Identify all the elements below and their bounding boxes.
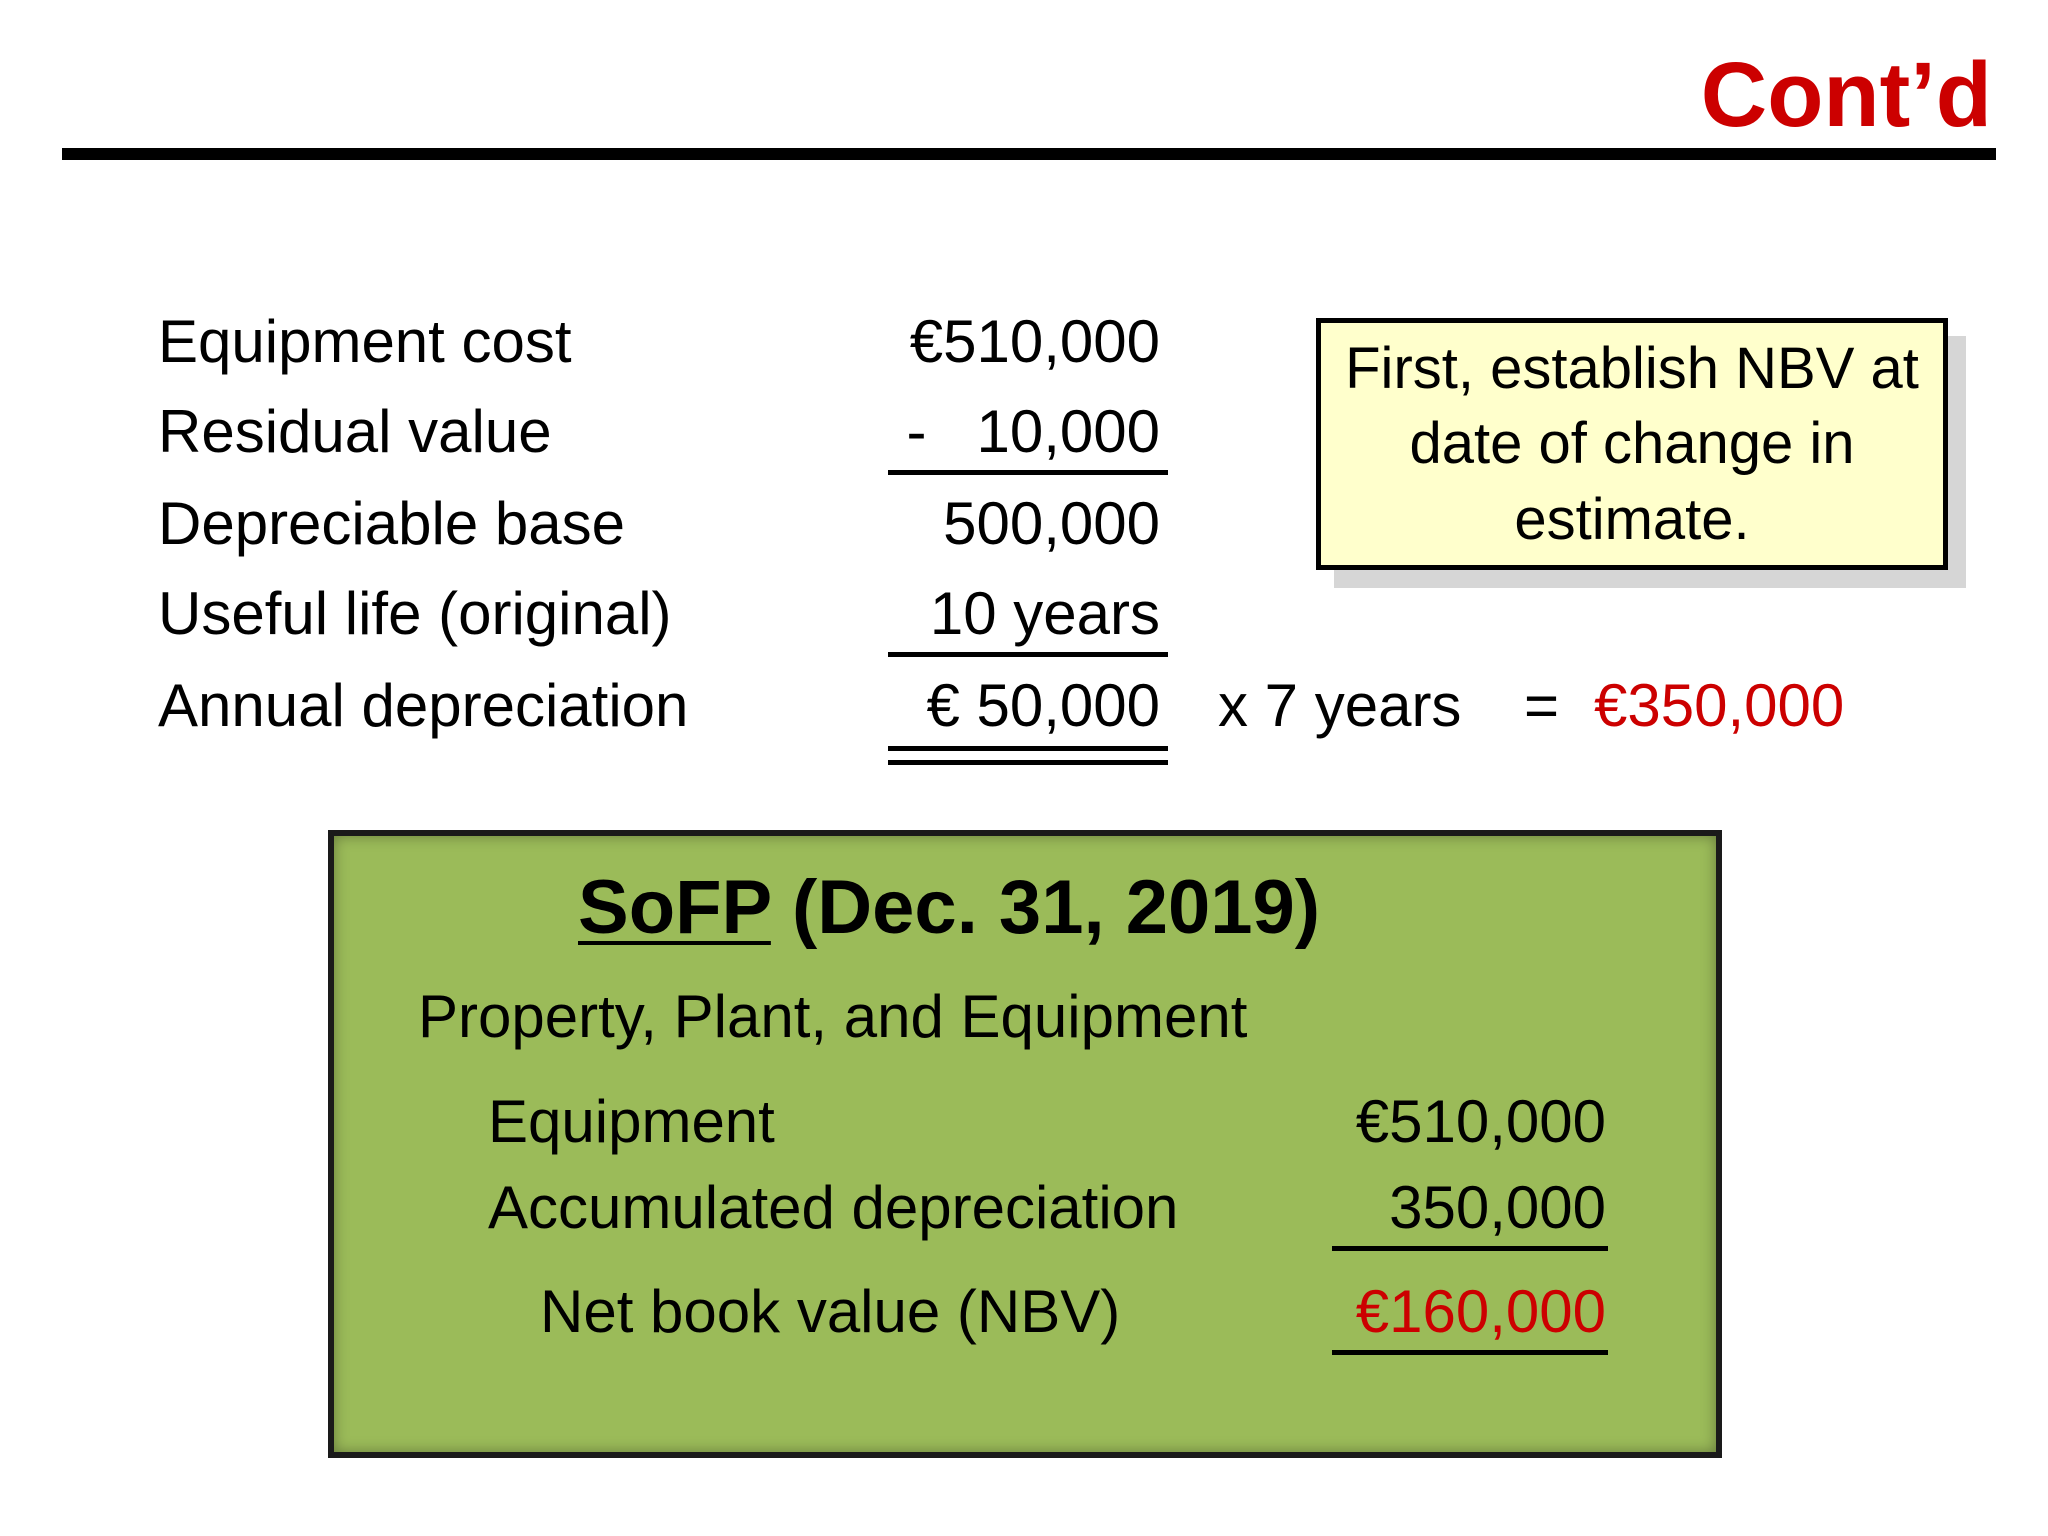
annual-depreciation-value: € 50,000 [926, 672, 1160, 739]
sofp-equipment-value: €510,000 [1355, 1088, 1606, 1155]
sofp-nbv-value: €160,000 [1355, 1278, 1606, 1345]
accumulated-result: €350,000 [1594, 672, 1845, 739]
years-multiplier: x 7 years [1218, 672, 1462, 739]
ppe-section-label: Property, Plant, and Equipment [418, 983, 1248, 1050]
residual-value-label: Residual value [158, 398, 552, 465]
sofp-heading: SoFP (Dec. 31, 2019) [578, 866, 1320, 950]
depreciable-base-value: 500,000 [943, 490, 1160, 557]
residual-value-value: - 10,000 [906, 398, 1160, 465]
useful-life-label: Useful life (original) [158, 580, 672, 647]
annual-depreciation-label: Annual depreciation [158, 672, 689, 739]
equipment-cost-label: Equipment cost [158, 308, 572, 375]
equipment-cost-value: €510,000 [909, 308, 1160, 375]
depreciable-base-label: Depreciable base [158, 490, 625, 557]
equals-sign: = [1524, 672, 1560, 739]
nbv-callout: First, establish NBV at date of change i… [1316, 318, 1948, 570]
sofp-total-rule [1332, 1350, 1608, 1355]
slide-title: Cont’d [1700, 44, 1992, 146]
subtotal-rule-2 [888, 652, 1168, 657]
title-divider [62, 148, 1996, 160]
useful-life-value: 10 years [929, 580, 1160, 647]
sofp-panel: SoFP (Dec. 31, 2019) Property, Plant, an… [328, 830, 1722, 1458]
callout-text: First, establish NBV at date of change i… [1345, 335, 1919, 552]
subtotal-rule-1 [888, 470, 1168, 475]
sofp-heading-date: (Dec. 31, 2019) [770, 865, 1321, 950]
sofp-subtotal-rule [1332, 1246, 1608, 1251]
double-rule-bottom [888, 760, 1168, 765]
sofp-accum-label: Accumulated depreciation [488, 1174, 1179, 1241]
sofp-heading-abbrev: SoFP [578, 865, 771, 950]
sofp-equipment-label: Equipment [488, 1088, 775, 1155]
sofp-accum-value: 350,000 [1389, 1174, 1606, 1241]
double-rule-top [888, 746, 1168, 751]
sofp-nbv-label: Net book value (NBV) [540, 1278, 1121, 1345]
